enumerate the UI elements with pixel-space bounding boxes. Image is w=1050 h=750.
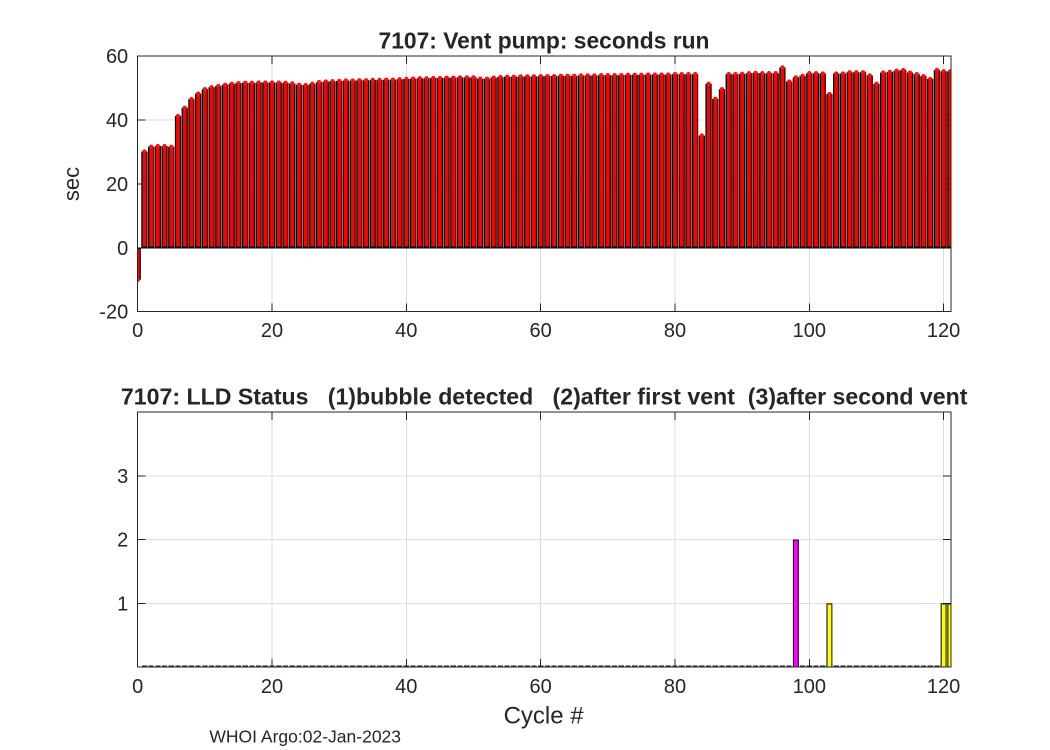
svg-text:2: 2 — [117, 530, 128, 552]
svg-text:80: 80 — [664, 320, 686, 342]
svg-text:7107: Vent pump: seconds run: 7107: Vent pump: seconds run — [379, 28, 710, 54]
svg-text:20: 20 — [261, 320, 283, 342]
svg-text:40: 40 — [395, 676, 417, 698]
svg-text:40: 40 — [106, 110, 128, 132]
svg-text:WHOI Argo:02-Jan-2023: WHOI Argo:02-Jan-2023 — [209, 726, 401, 746]
svg-text:60: 60 — [106, 46, 128, 68]
svg-text:120: 120 — [927, 320, 960, 342]
svg-text:sec: sec — [59, 167, 84, 201]
svg-text:Cycle #: Cycle # — [504, 703, 585, 730]
svg-text:0: 0 — [132, 676, 143, 698]
svg-text:40: 40 — [395, 320, 417, 342]
svg-text:100: 100 — [793, 676, 826, 698]
svg-text:3: 3 — [117, 466, 128, 488]
svg-text:20: 20 — [261, 676, 283, 698]
svg-text:7107: LLD Status (1)bubble d: 7107: LLD Status (1)bubble detected (2)a… — [121, 384, 968, 410]
svg-text:1: 1 — [117, 593, 128, 615]
svg-text:60: 60 — [529, 320, 551, 342]
svg-text:120: 120 — [927, 676, 960, 698]
svg-text:60: 60 — [529, 676, 551, 698]
svg-text:-20: -20 — [99, 302, 128, 324]
svg-text:0: 0 — [132, 320, 143, 342]
svg-text:0: 0 — [117, 238, 128, 260]
svg-text:20: 20 — [106, 174, 128, 196]
svg-text:100: 100 — [793, 320, 826, 342]
svg-text:80: 80 — [664, 676, 686, 698]
